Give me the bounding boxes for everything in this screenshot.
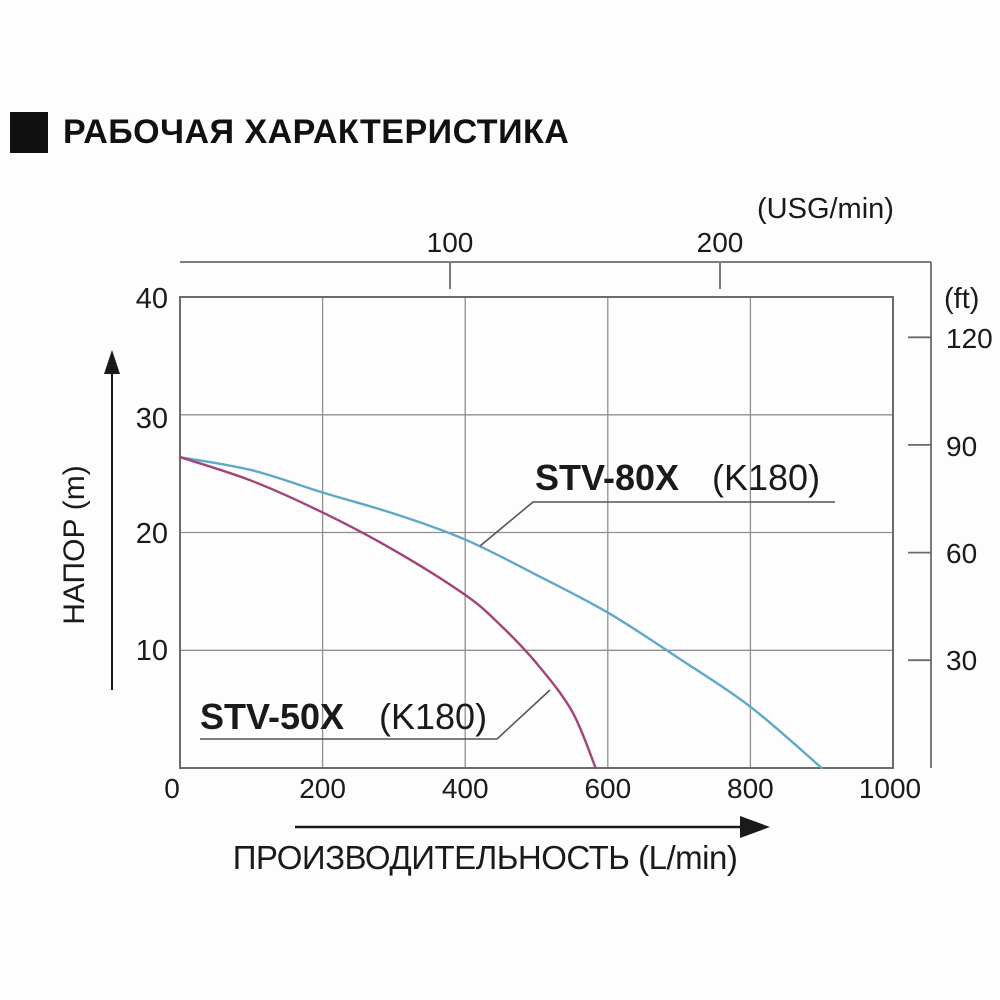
bottom-tick-label-800: 800 — [727, 773, 774, 804]
bottom-tick-label-600: 600 — [584, 773, 631, 804]
bottom-tick-label-1000: 1000 — [859, 773, 921, 804]
leader-lines — [200, 501, 835, 740]
bottom-tick-label-400: 400 — [442, 773, 489, 804]
curve-stv-80x — [178, 455, 823, 770]
series-label-stv-50x-model: STV-50X — [200, 696, 344, 737]
right-axis-unit: (ft) — [944, 283, 979, 315]
curve-stv-50x — [178, 455, 597, 770]
section-title: РАБОЧАЯ ХАРАКТЕРИСТИКА — [63, 113, 570, 151]
series-label-stv-50x: STV-50X (K180) — [200, 696, 487, 737]
left-tick-label-20: 20 — [136, 518, 168, 550]
grid-lines — [180, 297, 893, 768]
bottom-tick-label-0: 0 — [164, 773, 180, 804]
right-tick-label-90: 90 — [946, 431, 977, 462]
y-axis-direction-arrow — [104, 350, 120, 690]
right-tick-label-30: 30 — [946, 645, 977, 676]
section-marker-square — [10, 112, 48, 153]
left-tick-label-10: 10 — [136, 635, 168, 667]
x-axis-title: ПРОИЗВОДИТЕЛЬНОСТЬ (L/min) — [233, 839, 738, 876]
leader-stv-50x — [200, 689, 551, 740]
series-label-stv-50x-variant: (K180) — [379, 696, 487, 737]
top-axis-unit: (USG/min) — [757, 193, 894, 225]
y-axis-title: НАПОР (m) — [58, 465, 91, 625]
secondary-axes — [180, 261, 932, 768]
top-tick-label-100: 100 — [427, 227, 474, 258]
leader-stv-80x — [479, 501, 835, 547]
curves — [178, 455, 823, 770]
right-tick-label-60: 60 — [946, 538, 977, 569]
series-label-stv-80x-model: STV-80X — [535, 457, 679, 498]
series-label-stv-80x: STV-80X (K180) — [535, 457, 820, 498]
left-tick-label-40: 40 — [136, 283, 168, 315]
right-tick-label-120: 120 — [946, 323, 993, 354]
section-header: РАБОЧАЯ ХАРАКТЕРИСТИКА — [10, 112, 569, 153]
x-axis-direction-arrow — [295, 816, 770, 838]
series-label-stv-80x-variant: (K180) — [712, 457, 820, 498]
bottom-tick-label-200: 200 — [299, 773, 346, 804]
plot-frame — [179, 296, 894, 769]
top-tick-label-200: 200 — [697, 227, 744, 258]
left-tick-label-30: 30 — [136, 403, 168, 435]
